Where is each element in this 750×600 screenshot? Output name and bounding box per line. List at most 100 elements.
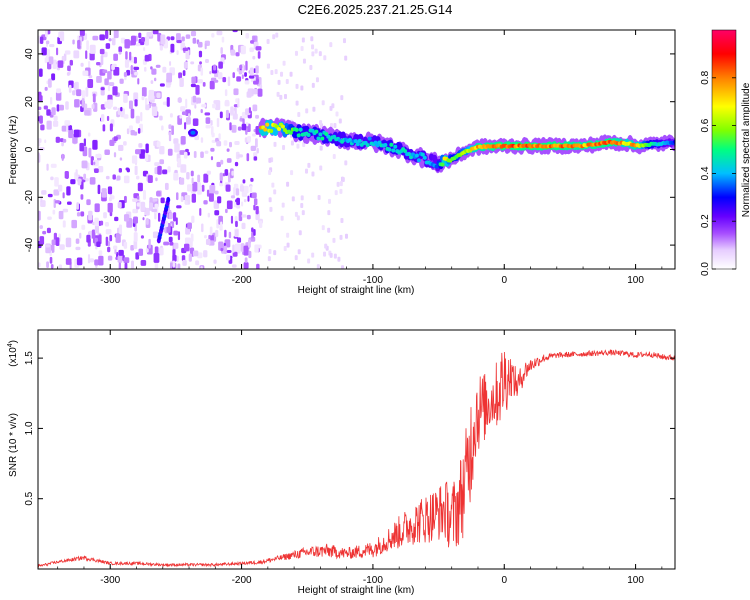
noise-cell (69, 59, 73, 66)
noise-cell (154, 162, 160, 167)
spectrogram-xtick-label: 0 (501, 275, 507, 286)
noise-cell (77, 178, 82, 186)
noise-cell (324, 243, 328, 249)
noise-cell (142, 217, 145, 221)
noise-cell (88, 210, 93, 221)
noise-cell (172, 260, 175, 268)
noise-cell (168, 81, 172, 86)
noise-cell (226, 158, 232, 163)
ridge-core (306, 133, 311, 138)
noise-cell (84, 110, 91, 116)
noise-cell (146, 217, 149, 225)
noise-cell (81, 98, 85, 108)
ridge-core (365, 143, 370, 148)
noise-cell (329, 105, 333, 111)
spectrogram-xtick-label: -300 (100, 275, 120, 286)
ridge-core (377, 140, 382, 145)
noise-cell (205, 124, 211, 129)
noise-cell (283, 94, 287, 100)
noise-cell (94, 259, 99, 266)
noise-cell (92, 35, 99, 41)
noise-cell (181, 111, 187, 116)
noise-cell (305, 108, 309, 114)
noise-cell (71, 219, 78, 229)
noise-cell (105, 236, 109, 246)
noise-cell (211, 32, 215, 38)
noise-cell (327, 198, 331, 204)
ridge-core (277, 127, 282, 132)
noise-cell (267, 256, 271, 262)
noise-cell (253, 68, 256, 74)
noise-cell (319, 145, 323, 151)
noise-cell (323, 251, 327, 257)
noise-cell (296, 143, 300, 149)
noise-cell (190, 233, 194, 242)
noise-cell (141, 87, 147, 97)
noise-cell (50, 244, 55, 253)
noise-cell (203, 173, 209, 183)
noise-cell (203, 200, 208, 205)
noise-cell (309, 65, 313, 71)
noise-cell (65, 258, 72, 265)
spectrogram-ytick-label: 40 (24, 48, 35, 60)
noise-cell (38, 262, 41, 268)
noise-cell (255, 205, 259, 215)
noise-cell (199, 207, 202, 216)
colorbar-tick-label: 0.8 (700, 70, 711, 84)
noise-cell (164, 220, 169, 228)
noise-cell (241, 201, 244, 207)
noise-cell (107, 241, 111, 247)
noise-cell (186, 172, 190, 180)
noise-cell (143, 47, 146, 52)
noise-cell (250, 40, 255, 44)
noise-cell (135, 149, 141, 155)
noise-cell (137, 78, 140, 85)
noise-cell (190, 31, 197, 37)
noise-cell (197, 79, 203, 84)
noise-cell (244, 72, 247, 77)
noise-cell (300, 85, 304, 91)
noise-cell (41, 190, 47, 195)
noise-cell (40, 124, 45, 131)
noise-cell (154, 262, 159, 269)
noise-cell (107, 85, 111, 92)
noise-cell (77, 39, 81, 49)
noise-cell (156, 141, 161, 148)
noise-cell (334, 190, 338, 196)
noise-cell (113, 30, 119, 39)
noise-cell (54, 177, 59, 187)
noise-cell (59, 104, 64, 111)
noise-cell (231, 170, 235, 176)
noise-cell (134, 165, 138, 176)
colorbar-tick-label: 0.2 (700, 214, 711, 228)
noise-cell (245, 122, 249, 127)
noise-cell (229, 141, 232, 148)
noise-cell (205, 59, 209, 64)
noise-cell (45, 30, 48, 38)
noise-cell (167, 148, 173, 156)
noise-cell (140, 201, 146, 212)
noise-cell (94, 203, 100, 213)
noise-cell (257, 51, 261, 59)
noise-cell (191, 177, 194, 184)
noise-cell (98, 255, 104, 266)
noise-cell (44, 57, 49, 64)
noise-cell (323, 55, 327, 61)
noise-cell (173, 230, 179, 236)
noise-cell (109, 123, 113, 132)
noise-cell (51, 73, 56, 81)
noise-cell (135, 175, 140, 180)
noise-cell (144, 54, 150, 62)
noise-cell (295, 100, 299, 106)
noise-cell (209, 80, 215, 90)
noise-cell (93, 161, 96, 165)
noise-cell (192, 95, 197, 103)
noise-cell (53, 115, 58, 121)
noise-cell (45, 49, 51, 59)
ridge-core (314, 129, 319, 134)
noise-cell (187, 184, 193, 192)
noise-cell (67, 125, 73, 131)
noise-cell (191, 193, 196, 203)
noise-cell (85, 50, 88, 59)
